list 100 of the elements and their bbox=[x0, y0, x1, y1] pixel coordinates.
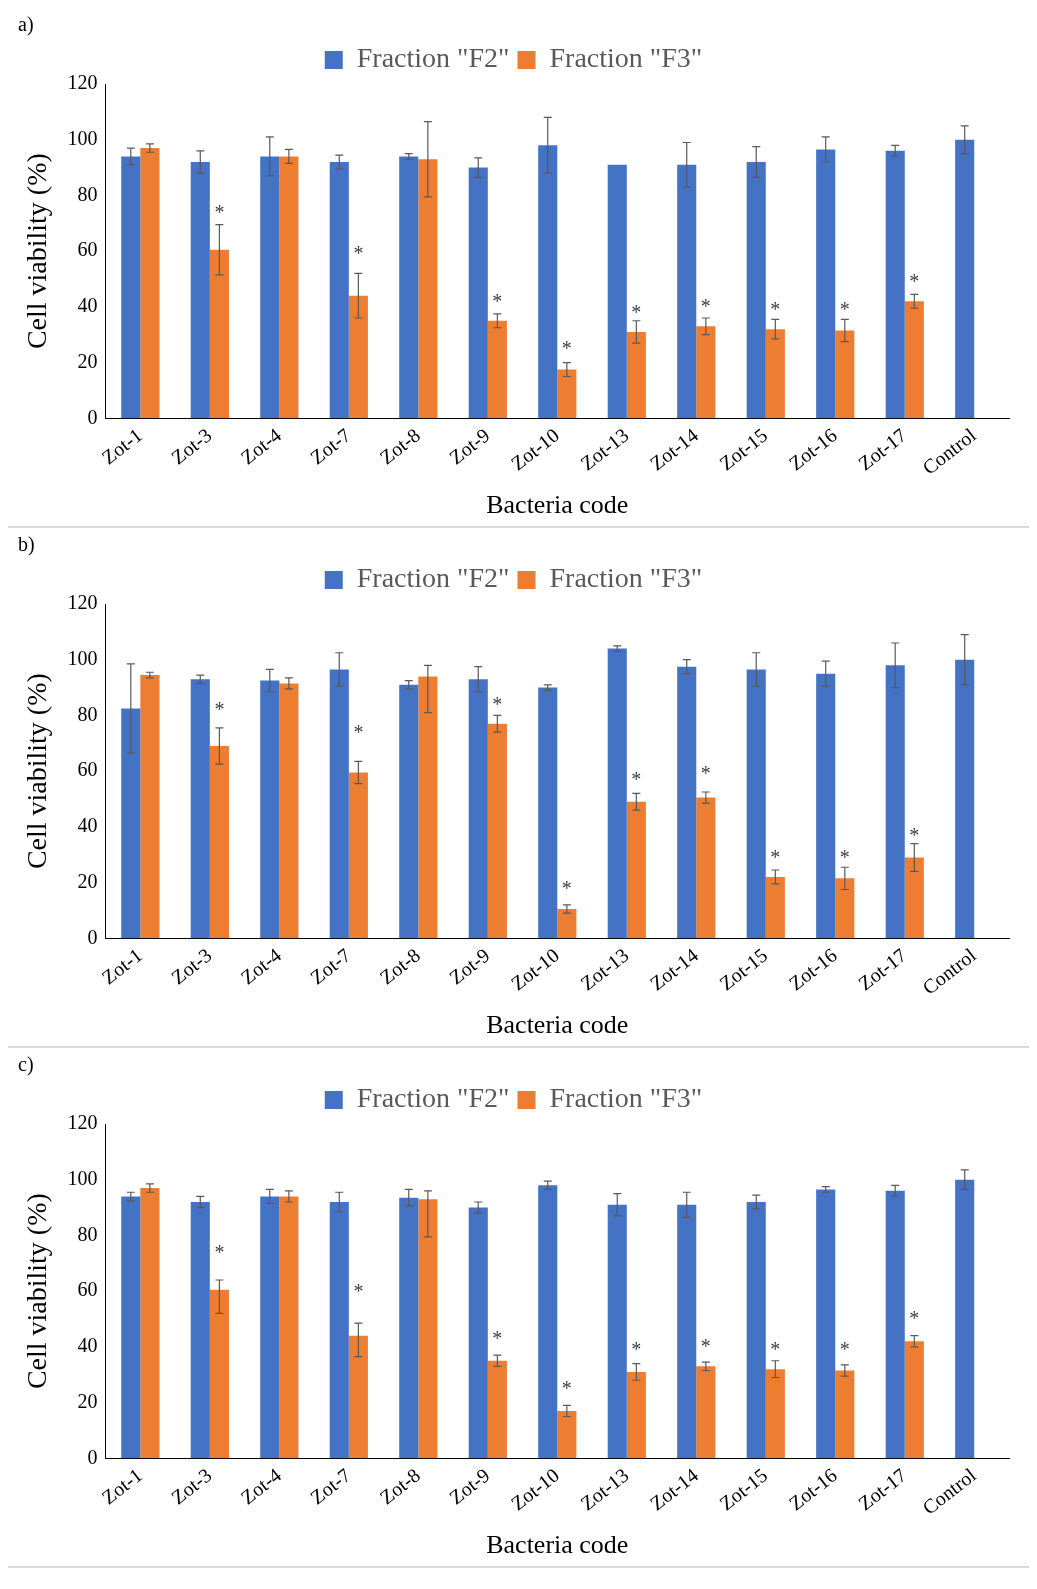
y-axis-title: Cell viability (%) bbox=[21, 673, 53, 870]
bar bbox=[260, 156, 280, 419]
bar bbox=[835, 330, 855, 419]
bar bbox=[607, 164, 627, 419]
annotation: * bbox=[214, 200, 225, 223]
bar bbox=[418, 159, 438, 419]
y-tick-label: 60 bbox=[77, 1278, 98, 1301]
chart-title: a) bbox=[18, 13, 34, 37]
bar bbox=[279, 156, 299, 419]
bar bbox=[746, 1201, 766, 1459]
y-tick-label: 60 bbox=[77, 238, 98, 261]
bar bbox=[399, 684, 419, 939]
annotation: * bbox=[353, 720, 364, 743]
bar bbox=[348, 772, 368, 939]
bar bbox=[885, 1190, 905, 1459]
bar bbox=[765, 1369, 785, 1459]
bar bbox=[765, 329, 785, 419]
bar bbox=[487, 723, 507, 939]
y-tick-label: 100 bbox=[67, 126, 98, 149]
legend-label: Fraction "F2" bbox=[356, 42, 510, 74]
bar bbox=[140, 148, 160, 419]
bar bbox=[816, 149, 836, 419]
annotation: * bbox=[561, 1377, 572, 1400]
y-tick-label: 40 bbox=[77, 1334, 98, 1357]
y-tick-label: 80 bbox=[77, 1222, 98, 1245]
annotation: * bbox=[492, 692, 503, 715]
bar bbox=[279, 683, 299, 939]
bar bbox=[190, 162, 210, 419]
legend-label: Fraction "F3" bbox=[549, 1082, 703, 1114]
bar bbox=[399, 156, 419, 419]
bar bbox=[696, 1366, 716, 1459]
annotation: * bbox=[770, 1338, 781, 1361]
bar bbox=[626, 331, 646, 419]
bar bbox=[140, 675, 160, 939]
bar bbox=[557, 369, 577, 419]
annotation: * bbox=[700, 762, 711, 785]
annotation: * bbox=[561, 876, 572, 899]
bar bbox=[487, 1360, 507, 1459]
bar bbox=[904, 857, 924, 939]
bar bbox=[538, 145, 558, 419]
y-tick-label: 0 bbox=[87, 925, 98, 948]
bar bbox=[677, 164, 697, 419]
bar bbox=[538, 1185, 558, 1459]
y-tick-label: 120 bbox=[67, 1111, 98, 1134]
bar bbox=[904, 1341, 924, 1459]
bar bbox=[626, 1371, 646, 1459]
bar bbox=[348, 295, 368, 419]
bar bbox=[190, 679, 210, 939]
y-tick-label: 80 bbox=[77, 182, 98, 205]
x-axis-title: Bacteria code bbox=[486, 490, 629, 520]
bar bbox=[468, 167, 488, 419]
legend-label: Fraction "F3" bbox=[549, 42, 703, 74]
y-tick-label: 0 bbox=[87, 1445, 98, 1468]
bar bbox=[468, 679, 488, 939]
bar bbox=[557, 909, 577, 939]
annotation: * bbox=[770, 298, 781, 321]
x-axis-title: Bacteria code bbox=[486, 1530, 629, 1560]
bar bbox=[468, 1207, 488, 1459]
annotation: * bbox=[909, 270, 920, 293]
annotation: * bbox=[492, 289, 503, 312]
annotation: * bbox=[839, 1338, 850, 1361]
bar bbox=[816, 673, 836, 939]
y-tick-label: 100 bbox=[67, 646, 98, 669]
bar bbox=[885, 150, 905, 419]
annotation: * bbox=[631, 1338, 642, 1361]
legend-label: Fraction "F2" bbox=[356, 1082, 510, 1114]
annotation: * bbox=[909, 1307, 920, 1330]
annotation: * bbox=[214, 1240, 225, 1263]
bar bbox=[835, 878, 855, 939]
bar bbox=[209, 1289, 229, 1459]
bar bbox=[260, 680, 280, 939]
y-axis-title: Cell viability (%) bbox=[21, 1193, 53, 1390]
bar bbox=[121, 1196, 141, 1459]
bar bbox=[557, 1410, 577, 1459]
chart-title: b) bbox=[18, 533, 35, 557]
bar bbox=[626, 801, 646, 939]
bar bbox=[487, 320, 507, 419]
y-tick-label: 80 bbox=[77, 702, 98, 725]
bar bbox=[955, 139, 975, 419]
bar bbox=[418, 676, 438, 939]
bar bbox=[955, 1179, 975, 1459]
bar bbox=[904, 301, 924, 419]
annotation: * bbox=[700, 295, 711, 318]
bar bbox=[209, 249, 229, 419]
y-tick-label: 0 bbox=[87, 405, 98, 428]
annotation: * bbox=[631, 767, 642, 790]
y-tick-label: 20 bbox=[77, 869, 98, 892]
y-tick-label: 20 bbox=[77, 1389, 98, 1412]
y-tick-label: 120 bbox=[67, 591, 98, 614]
bar bbox=[816, 1189, 836, 1459]
bar bbox=[885, 665, 905, 939]
bar bbox=[418, 1199, 438, 1459]
annotation: * bbox=[839, 298, 850, 321]
annotation: * bbox=[214, 698, 225, 721]
annotation: * bbox=[770, 845, 781, 868]
y-axis-title: Cell viability (%) bbox=[21, 153, 53, 350]
bar bbox=[607, 648, 627, 939]
x-axis-title: Bacteria code bbox=[486, 1010, 629, 1040]
y-tick-label: 60 bbox=[77, 758, 98, 781]
bar bbox=[399, 1197, 419, 1459]
